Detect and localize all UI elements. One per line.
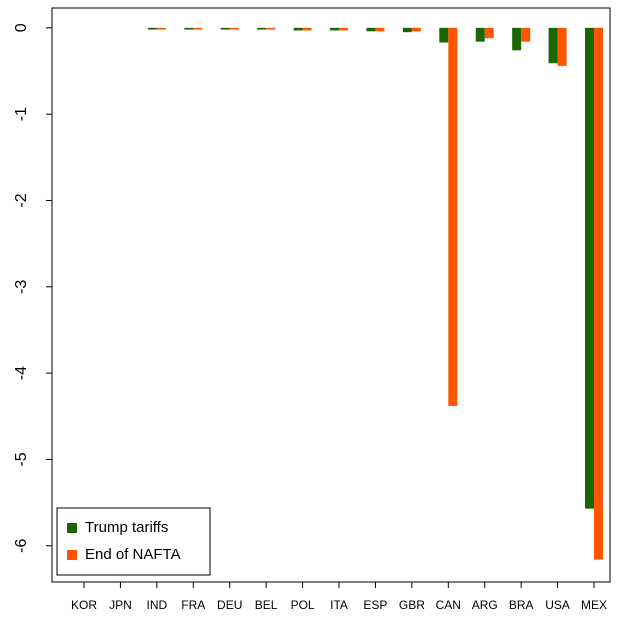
plot-frame — [51, 7, 611, 583]
x-tick-label: ESP — [363, 598, 387, 612]
x-tick-label: USA — [545, 598, 570, 612]
legend-label: Trump tariffs — [85, 519, 168, 536]
x-tick-label: DEU — [217, 598, 242, 612]
x-tick-label: MEX — [581, 598, 607, 612]
bar — [484, 27, 494, 39]
bar — [375, 27, 385, 32]
y-tick-label: -4 — [13, 366, 30, 380]
bar — [266, 27, 276, 30]
bar — [156, 27, 166, 30]
x-tick-label: FRA — [181, 598, 205, 612]
bar — [585, 27, 595, 509]
legend-label: End of NAFTA — [85, 546, 181, 563]
y-tick-label: -2 — [13, 193, 30, 207]
bar — [302, 27, 312, 31]
x-tick-label: BEL — [255, 598, 278, 612]
bar — [557, 27, 567, 66]
legend-box — [56, 507, 211, 576]
bar — [229, 27, 239, 30]
x-tick-label: CAN — [436, 598, 461, 612]
bar — [448, 27, 458, 406]
bar — [439, 27, 449, 43]
bar — [147, 27, 157, 30]
y-tick-label: -3 — [13, 280, 30, 294]
x-tick-label: KOR — [71, 598, 97, 612]
bar — [184, 27, 194, 30]
x-tick-label: ITA — [330, 598, 348, 612]
bar — [220, 27, 230, 30]
x-tick-label: JPN — [109, 598, 132, 612]
legend-swatch — [67, 550, 77, 560]
bar — [193, 27, 203, 30]
bar — [512, 27, 522, 51]
bar — [521, 27, 531, 42]
bar — [366, 27, 376, 32]
x-tick-label: POL — [291, 598, 315, 612]
x-tick-label: GBR — [399, 598, 425, 612]
y-tick-label: -1 — [13, 107, 30, 121]
bar — [339, 27, 349, 31]
x-tick-label: IND — [147, 598, 168, 612]
bar — [293, 27, 303, 31]
bar — [330, 27, 340, 31]
bar — [402, 27, 412, 33]
bar — [257, 27, 267, 30]
bar — [475, 27, 485, 42]
y-tick-label: -6 — [13, 539, 30, 553]
y-tick-label: -5 — [13, 452, 30, 466]
legend-swatch — [67, 523, 77, 533]
x-tick-label: BRA — [509, 598, 534, 612]
bar — [594, 27, 604, 560]
x-tick-label: ARG — [472, 598, 498, 612]
bar — [548, 27, 558, 64]
y-tick-label: 0 — [13, 23, 30, 32]
bar — [411, 27, 421, 32]
